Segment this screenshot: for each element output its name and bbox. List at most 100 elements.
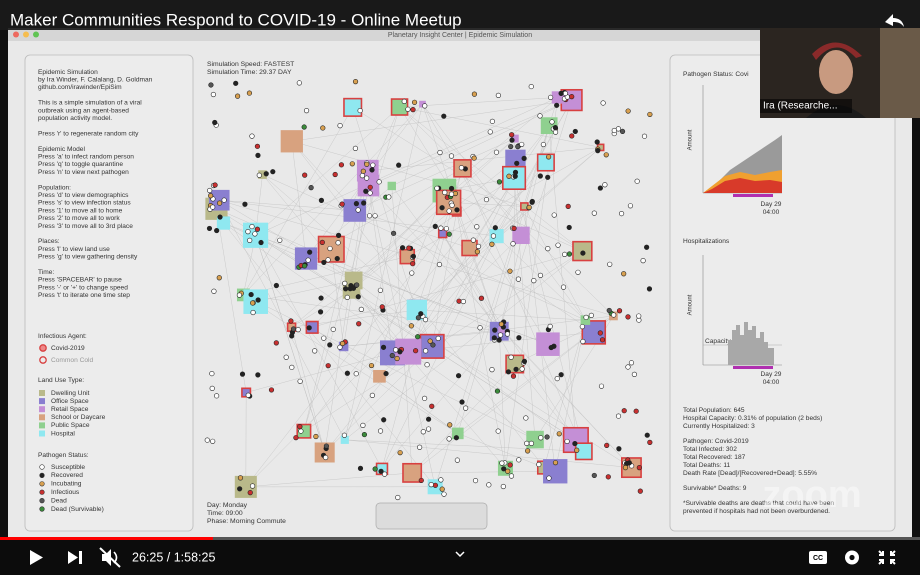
agent — [289, 364, 295, 370]
place — [340, 435, 349, 444]
commute-edge — [367, 147, 601, 171]
agent — [446, 231, 452, 237]
mute-button[interactable] — [99, 547, 121, 568]
place — [498, 326, 505, 334]
place — [461, 239, 478, 257]
agent — [443, 226, 450, 232]
stat-line: prevented if hospitals had not been over… — [683, 508, 830, 515]
agent — [448, 185, 455, 192]
agent — [367, 190, 373, 196]
place — [505, 149, 526, 170]
progress-track[interactable] — [0, 537, 920, 540]
instruction-line: Press 'a' to infect random person — [38, 153, 134, 160]
window-zoom — [33, 31, 39, 38]
captions-button[interactable]: CC — [809, 551, 827, 564]
agent — [597, 185, 603, 191]
commute-edge — [524, 206, 586, 321]
agent — [397, 450, 403, 456]
agent — [519, 141, 525, 148]
agent — [343, 286, 349, 292]
agent — [565, 203, 571, 209]
agent — [303, 108, 310, 114]
agent — [636, 465, 642, 471]
agent — [368, 362, 375, 369]
agent — [536, 461, 542, 468]
agent — [558, 372, 564, 378]
agent — [434, 185, 440, 191]
agent — [603, 152, 609, 158]
agent — [290, 326, 297, 332]
agent — [395, 494, 401, 501]
agent — [289, 333, 295, 339]
agent — [370, 162, 376, 168]
agent — [569, 133, 575, 139]
stat-line: Total Recovered: 187 — [683, 454, 746, 461]
agent — [422, 395, 428, 401]
land-swatch — [39, 406, 45, 413]
agent — [647, 439, 653, 445]
next-button[interactable] — [68, 551, 82, 564]
agent — [497, 332, 504, 338]
agent — [319, 239, 325, 245]
agent — [206, 225, 213, 232]
svg-text:CC: CC — [813, 555, 823, 562]
agent — [634, 178, 640, 184]
agent — [554, 102, 560, 108]
agent — [554, 375, 560, 382]
window-titlebar — [8, 28, 912, 41]
agent — [511, 225, 517, 231]
commute-edge — [381, 331, 500, 469]
agent — [318, 197, 325, 203]
settings-button[interactable] — [845, 550, 859, 565]
agent — [537, 272, 544, 278]
agent — [379, 304, 385, 310]
agent — [301, 124, 307, 130]
stat-line: Total Infected: 302 — [683, 446, 737, 453]
instruction-line: Press 'SPACEBAR' to pause — [38, 277, 122, 284]
quarantine-button[interactable] — [375, 502, 488, 530]
chart-time: 04:00 — [763, 209, 780, 216]
agent — [214, 227, 220, 234]
agent — [526, 204, 532, 210]
agent — [332, 171, 338, 178]
commute-edge — [291, 141, 525, 207]
webcam-background — [880, 28, 920, 118]
agent — [528, 440, 534, 446]
chart-time: 04:00 — [763, 379, 780, 386]
agent — [580, 250, 586, 256]
video-title[interactable]: Maker Communities Respond to COVID-19 - … — [10, 10, 462, 29]
place — [314, 442, 335, 463]
place — [452, 427, 464, 440]
agent — [254, 143, 261, 149]
agent — [508, 354, 514, 360]
agent — [361, 200, 367, 206]
axis-label: Amount — [688, 129, 694, 150]
fullscreen-button[interactable] — [878, 550, 896, 565]
play-button[interactable] — [30, 550, 43, 565]
agent — [208, 193, 214, 199]
agent — [378, 468, 384, 474]
legend-item: Common Cold — [51, 357, 93, 364]
agent — [307, 249, 313, 255]
share-icon[interactable] — [885, 14, 904, 27]
agent — [471, 155, 477, 161]
axis-label: Amount — [688, 294, 694, 315]
agent — [459, 399, 465, 405]
chapter-toggle[interactable] — [455, 551, 465, 558]
agent — [598, 383, 605, 389]
agent — [256, 172, 262, 178]
agent — [308, 185, 314, 191]
agent — [496, 179, 503, 185]
agent — [489, 241, 495, 247]
agent — [242, 201, 248, 207]
agent — [389, 352, 395, 359]
status-swatch — [39, 472, 45, 479]
agent — [448, 153, 455, 159]
place — [580, 315, 591, 325]
agent — [405, 106, 411, 112]
agent — [574, 447, 580, 453]
instruction-line: Epidemic Model — [38, 146, 85, 153]
instruction-line: github.com/irawinder/EpiSim — [38, 84, 122, 91]
agent — [425, 416, 432, 422]
agent — [320, 125, 326, 131]
